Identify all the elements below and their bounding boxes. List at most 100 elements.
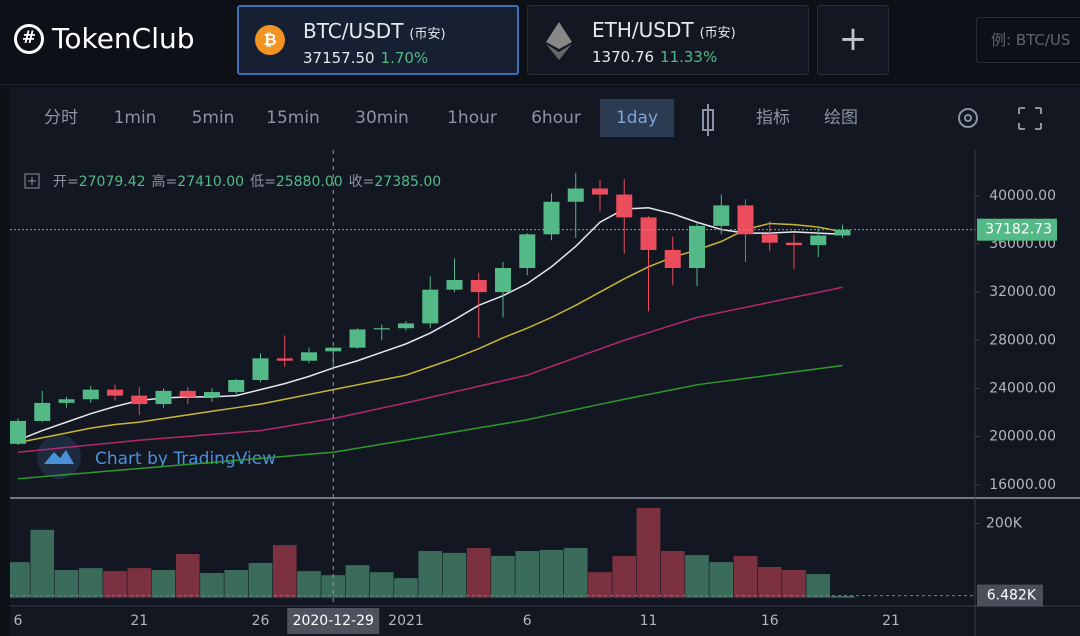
candle-body [325,347,342,352]
volume-bar [490,555,516,599]
legend-value: 27079.42 [79,174,146,190]
candle-body [373,328,390,330]
pair-card[interactable]: ₿ BTC/USDT (币安) 37157.50 1.70% [237,5,519,75]
exchange: (币安) [409,27,446,42]
interval-button[interactable]: 分时 [44,108,78,128]
candle-body [58,399,75,403]
btc-icon: ₿ [255,25,285,55]
last-volume-bg [977,584,1043,607]
symbol: ETH/USDT [592,18,694,42]
volume-bar [805,573,831,599]
candle-body [422,289,439,324]
moving-average-line [17,286,843,453]
volume-bar [10,561,31,599]
last-price-label: 37182.73 [985,222,1052,238]
candle-body [519,234,536,269]
volume-bar [539,549,564,599]
candle-body [82,389,99,400]
volume-bar [151,569,176,599]
volume-bar [54,569,79,599]
volume-bar [660,550,686,599]
candle-body [349,329,366,348]
y-tick-label: 16000.00 [989,477,1056,493]
volume-bar [708,561,734,599]
logo-icon: # [14,24,44,54]
candle-body [567,188,584,202]
change: 1.70% [380,49,429,67]
volume-bar [272,544,298,599]
y-tick-label: 28000.00 [989,332,1056,348]
candle-body [592,188,608,195]
pair-card[interactable]: ETH/USDT (币安) 1370.76 11.33% [527,5,809,75]
volume-bar [611,555,637,599]
candle-type-icon [702,104,714,136]
logo-text: TokenClub [52,22,195,55]
x-tick-label: 2021 [388,613,424,629]
candle-body [664,249,681,269]
fullscreen-icon[interactable] [1018,107,1042,130]
candle-body [640,217,657,250]
volume-bar [417,550,443,599]
volume-bar [78,567,104,599]
y-tick-label: 20000.00 [989,429,1056,445]
candle-body [228,379,245,393]
candle-body [786,242,802,246]
candle-body [834,229,851,236]
price: 1370.76 [592,48,655,66]
header: # TokenClub ₿ BTC/USDT (币安) 37157.50 1.70%… [0,0,1080,85]
moving-average-line [17,222,843,444]
legend-label: 开= [53,174,79,190]
candle-body [276,358,293,361]
pair-symbol: BTC/USDT (币安) [303,19,446,43]
volume-bar [393,577,419,599]
interval-button[interactable]: 6hour [531,108,581,128]
x-tick-label: 6 [14,613,23,629]
legend-label: 高= [152,173,178,190]
volume-bar [29,529,55,599]
settings-icon-core [964,114,972,122]
volume-bar [345,564,370,599]
volume-bar [757,566,783,599]
candle-body [398,323,414,329]
candle-body [470,280,487,293]
x-tick-label: 16 [761,613,779,629]
interval-button[interactable]: 15min [266,108,320,128]
interval-button[interactable]: 30min [355,108,409,128]
volume-bar [514,550,540,599]
indicators-button[interactable]: 指标 [756,108,790,128]
volume-bar [830,595,855,599]
drawing-button[interactable]: 绘图 [824,108,858,128]
interval-button[interactable]: 5min [191,108,235,128]
plot-area [10,172,855,599]
symbol: BTC/USDT [303,19,404,43]
volume-bar [175,553,201,599]
search-input[interactable]: 例: BTC/US [976,17,1080,63]
settings-icon[interactable] [958,108,978,128]
candle-body [446,280,463,290]
exchange: (币安) [699,26,736,41]
volume-bar [248,562,273,599]
y-tick-label: 40000.00 [989,188,1056,204]
volume-bar [636,507,661,599]
add-button[interactable]: + [817,5,889,75]
interval-button[interactable]: 1min [113,108,157,128]
last-volume-label: 6.482K [987,588,1037,604]
volume-bar [320,574,346,599]
candle-body [131,395,148,405]
candle-body [34,402,51,421]
x-tick-label: 26 [252,613,270,629]
candle-body [713,205,730,226]
interval-button[interactable]: 1day [600,99,674,137]
candle-body [689,225,705,269]
candle-body [155,390,172,405]
watermark-logo-mark [44,450,74,464]
interval-button[interactable]: 1hour [447,108,497,128]
watermark: Chart by TradingView [95,449,276,469]
volume-bar [126,567,152,599]
y-tick-label: 32000.00 [989,284,1056,300]
legend-toggle[interactable] [24,173,40,189]
legend-value: 27410.00 [177,174,244,190]
legend-toggle-plus [28,177,36,185]
